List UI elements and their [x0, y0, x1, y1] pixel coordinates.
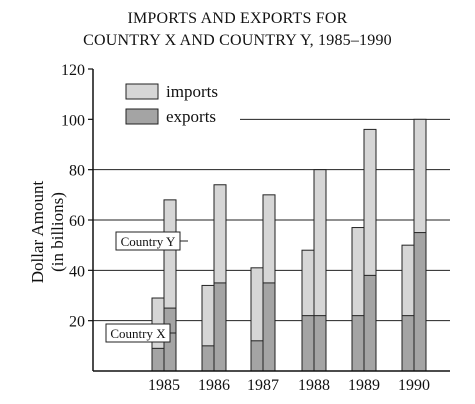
bar-x-exports-1990	[401, 315, 415, 372]
y-tick-label-80: 80	[69, 163, 85, 180]
bar-x-exports-1989	[351, 315, 365, 372]
legend-label-exports: exports	[166, 107, 216, 126]
y-tick-label-100: 100	[61, 112, 85, 129]
chart-title-line1: IMPORTS AND EXPORTS FOR	[127, 10, 348, 27]
legend-swatch-exports	[125, 108, 159, 125]
country-y-label: Country Y	[121, 234, 176, 249]
country-x-label: Country X	[110, 326, 166, 341]
bar-x-exports-1988	[301, 315, 315, 372]
x-tick-label-1987: 1987	[247, 377, 279, 394]
y-tick-label-120: 120	[61, 62, 85, 79]
bar-y-exports-1990	[413, 232, 427, 372]
x-tick-label-1986: 1986	[198, 377, 230, 394]
legend-swatch-imports	[125, 83, 159, 100]
bar-x-exports-1986	[201, 345, 215, 372]
x-tick-label-1989: 1989	[348, 377, 380, 394]
bar-y-exports-1989	[363, 274, 377, 372]
bar-y-exports-1986	[213, 282, 227, 372]
y-tick-label-20: 20	[69, 314, 85, 331]
y-tick-label-60: 60	[69, 213, 85, 230]
chart-title-line2: COUNTRY X AND COUNTRY Y, 1985–1990	[83, 32, 392, 49]
y-tick-label-40: 40	[69, 263, 85, 280]
legend-label-imports: imports	[166, 82, 218, 101]
x-tick-label-1985: 1985	[148, 377, 180, 394]
bar-x-exports-1985	[151, 347, 165, 372]
bar-y-exports-1987	[262, 282, 276, 372]
x-tick-label-1988: 1988	[298, 377, 330, 394]
bar-x-exports-1987	[250, 340, 264, 372]
x-tick-label-1990: 1990	[398, 377, 430, 394]
bar-y-exports-1988	[313, 315, 327, 372]
